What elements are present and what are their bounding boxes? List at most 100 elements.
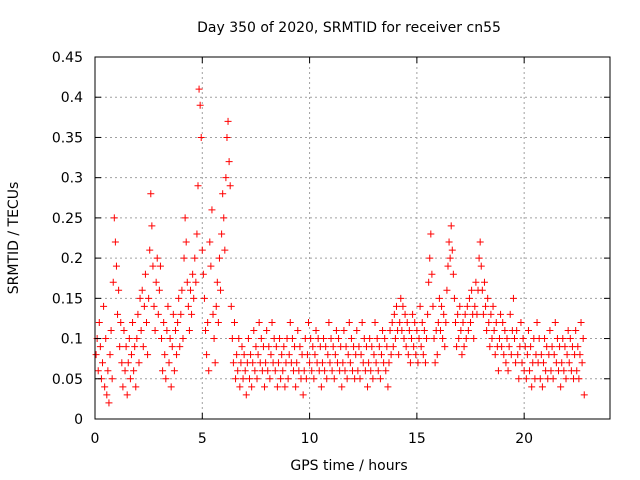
data-point bbox=[548, 343, 556, 351]
y-axis-label: SRMTID / TECUs bbox=[6, 182, 22, 295]
data-point bbox=[214, 318, 222, 326]
data-point bbox=[169, 310, 177, 318]
data-point bbox=[252, 343, 260, 351]
data-point bbox=[537, 351, 545, 359]
data-point bbox=[253, 375, 261, 383]
data-point bbox=[276, 335, 284, 343]
data-point bbox=[111, 238, 119, 246]
data-point bbox=[324, 351, 332, 359]
data-point bbox=[541, 335, 549, 343]
data-point bbox=[453, 343, 461, 351]
data-point bbox=[137, 327, 145, 335]
data-point bbox=[130, 367, 138, 375]
data-point bbox=[368, 343, 376, 351]
data-point bbox=[468, 286, 476, 294]
data-point bbox=[189, 270, 197, 278]
data-point bbox=[395, 351, 403, 359]
data-point bbox=[416, 302, 424, 310]
data-point bbox=[574, 343, 582, 351]
data-point bbox=[490, 327, 498, 335]
data-point bbox=[414, 359, 422, 367]
data-point bbox=[224, 117, 232, 125]
data-point bbox=[415, 335, 423, 343]
data-point bbox=[524, 327, 532, 335]
data-point bbox=[96, 343, 104, 351]
data-point bbox=[200, 294, 208, 302]
data-point bbox=[104, 367, 112, 375]
data-point bbox=[163, 327, 171, 335]
data-point bbox=[143, 318, 150, 326]
data-point bbox=[477, 262, 485, 270]
data-point bbox=[346, 359, 354, 367]
data-point bbox=[325, 318, 333, 326]
data-point bbox=[402, 343, 410, 351]
data-point bbox=[519, 335, 527, 343]
y-tick-label: 0 bbox=[74, 412, 83, 428]
data-point bbox=[507, 351, 515, 359]
data-point bbox=[136, 294, 144, 302]
data-point bbox=[561, 343, 569, 351]
data-point bbox=[387, 351, 395, 359]
data-point bbox=[385, 359, 393, 367]
data-point bbox=[410, 343, 418, 351]
data-point bbox=[384, 383, 392, 391]
data-point bbox=[491, 351, 499, 359]
data-point bbox=[238, 343, 246, 351]
data-point bbox=[498, 343, 506, 351]
data-point bbox=[280, 343, 288, 351]
data-point bbox=[354, 367, 362, 375]
data-point bbox=[357, 351, 365, 359]
data-point bbox=[247, 351, 255, 359]
data-point bbox=[182, 238, 190, 246]
data-point bbox=[429, 302, 437, 310]
data-point bbox=[392, 302, 400, 310]
data-point bbox=[517, 318, 525, 326]
data-point bbox=[180, 254, 188, 262]
data-points bbox=[92, 85, 588, 407]
data-point bbox=[566, 335, 574, 343]
data-point bbox=[356, 375, 364, 383]
x-axis-label: GPS time / hours bbox=[290, 458, 407, 474]
data-point bbox=[497, 310, 505, 318]
data-point bbox=[434, 318, 442, 326]
data-point bbox=[343, 375, 351, 383]
data-point bbox=[158, 335, 166, 343]
data-point bbox=[423, 335, 431, 343]
data-point bbox=[391, 335, 399, 343]
data-point bbox=[420, 327, 428, 335]
data-point bbox=[499, 318, 507, 326]
data-point bbox=[212, 302, 220, 310]
data-point bbox=[144, 351, 152, 359]
data-point bbox=[366, 335, 374, 343]
data-point bbox=[131, 343, 139, 351]
data-point bbox=[488, 335, 496, 343]
data-point bbox=[232, 375, 240, 383]
y-tick-label: 0.35 bbox=[52, 130, 83, 146]
data-point bbox=[399, 302, 407, 310]
data-point bbox=[116, 343, 124, 351]
data-point bbox=[579, 335, 587, 343]
data-point bbox=[273, 383, 281, 391]
data-point bbox=[242, 391, 250, 399]
y-tick-label: 0.45 bbox=[52, 50, 83, 66]
y-tick-labels: 0 0.05 0.1 0.15 0.2 0.25 0.3 0.35 0.4 0.45 bbox=[52, 50, 83, 428]
data-point bbox=[241, 367, 249, 375]
data-point bbox=[109, 278, 117, 286]
data-point bbox=[124, 359, 132, 367]
data-point bbox=[149, 262, 157, 270]
data-point bbox=[194, 182, 202, 190]
data-point bbox=[358, 318, 366, 326]
data-point bbox=[161, 351, 169, 359]
data-point bbox=[230, 318, 238, 326]
data-point bbox=[526, 367, 534, 375]
data-point bbox=[228, 335, 236, 343]
data-point bbox=[475, 254, 483, 262]
data-point bbox=[576, 351, 584, 359]
data-point bbox=[458, 351, 466, 359]
data-point bbox=[300, 367, 308, 375]
data-point bbox=[213, 278, 221, 286]
data-point bbox=[400, 335, 408, 343]
data-point bbox=[225, 158, 233, 166]
data-point bbox=[173, 351, 181, 359]
